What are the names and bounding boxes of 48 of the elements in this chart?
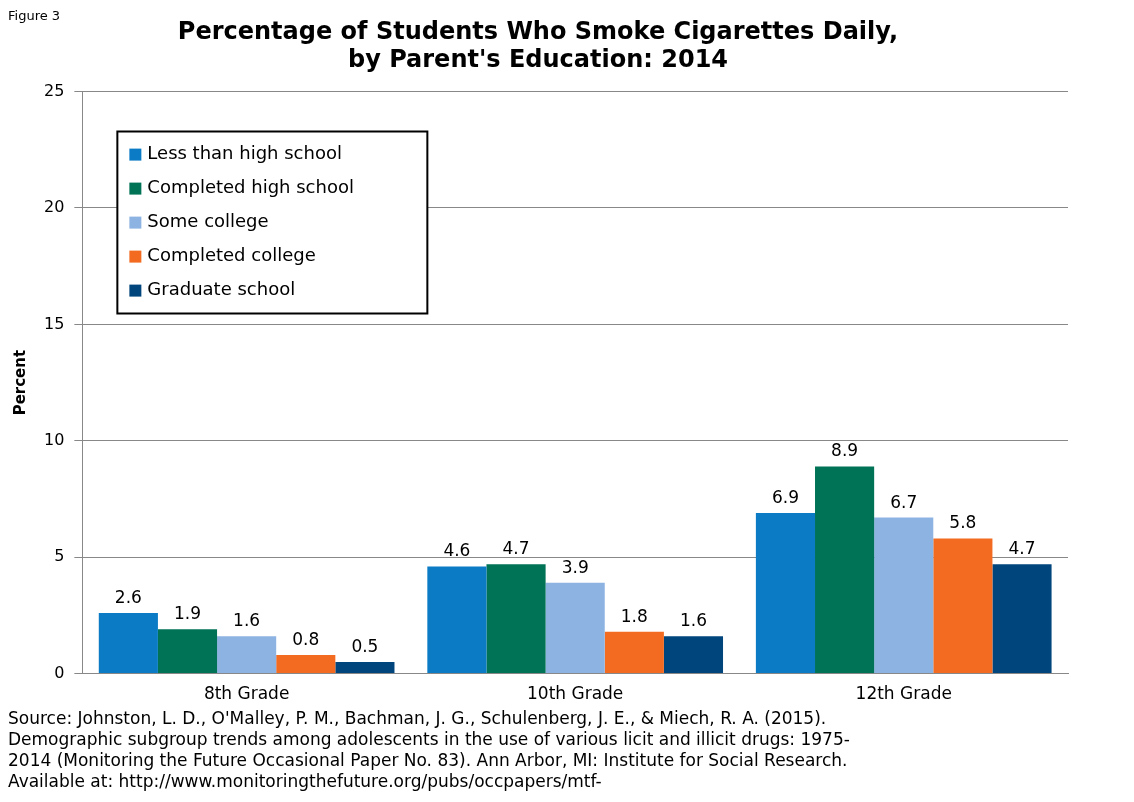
bar (933, 538, 993, 674)
bar (663, 636, 724, 674)
data-label: 4.7 (502, 538, 530, 559)
bar (545, 582, 605, 674)
bar (157, 629, 218, 674)
bar (276, 654, 336, 674)
source-note: Source: Johnston, L. D., O'Malley, P. M., Bachman, J. G., Schulenberg, J. E., & Miech, R. A. (2015). Demographic subgroup trends among adolescents in the use of various licit and illicit drugs: 1975-2014 (Monitoring the Future Occasional Paper No. 83). Ann Arbor, MI: Institute for Social Research. Available at: http://www.monitoringthefuture.org/pubs/occpapers/mtf- (8, 708, 851, 792)
legend-label: Graduate school (147, 278, 296, 300)
data-label: 1.9 (173, 603, 202, 624)
caption: Figure 3 (8, 8, 61, 23)
data-label: 0.5 (351, 635, 379, 656)
bar (98, 613, 158, 674)
bar (992, 564, 1052, 674)
data-label: 8.9 (831, 440, 859, 461)
data-label: 4.7 (1008, 538, 1036, 559)
bar (335, 661, 395, 674)
legend-label: Less than high school (147, 142, 342, 164)
data-label: 1.8 (620, 605, 648, 626)
data-label: 0.8 (292, 628, 320, 649)
data-label: 1.6 (233, 610, 261, 631)
y-tick-label: 10 (44, 429, 65, 449)
legend-label: Completed high school (147, 176, 354, 198)
y-axis-title: Percent (10, 349, 29, 416)
data-label: 4.6 (443, 540, 471, 561)
bar (755, 512, 816, 674)
bar (874, 517, 934, 674)
data-label: 6.9 (771, 486, 799, 507)
data-label: 1.6 (679, 610, 707, 631)
bar (217, 636, 277, 674)
bar (815, 466, 875, 674)
y-tick-label: 20 (44, 197, 65, 217)
bar (604, 631, 664, 674)
legend-label: Some college (147, 210, 269, 232)
data-label: 3.9 (561, 556, 589, 577)
data-label: 6.7 (890, 491, 918, 512)
legend-label: Completed college (147, 244, 316, 266)
x-tick-label: 10th Grade (527, 683, 624, 704)
y-tick-label: 0 (54, 662, 65, 682)
chart-title: Percentage of Students Who Smoke Cigarettes Daily, by Parent's Education: 2014 (177, 16, 899, 74)
bar (427, 566, 487, 674)
y-tick-label: 15 (44, 313, 65, 333)
y-tick-label: 25 (44, 80, 65, 100)
y-tick-label: 5 (54, 546, 65, 566)
x-tick-label: 8th Grade (203, 683, 290, 704)
bar (486, 564, 546, 674)
data-label: 5.8 (949, 512, 977, 533)
x-tick-label: 12th Grade (855, 683, 952, 704)
data-label: 2.6 (114, 586, 142, 607)
